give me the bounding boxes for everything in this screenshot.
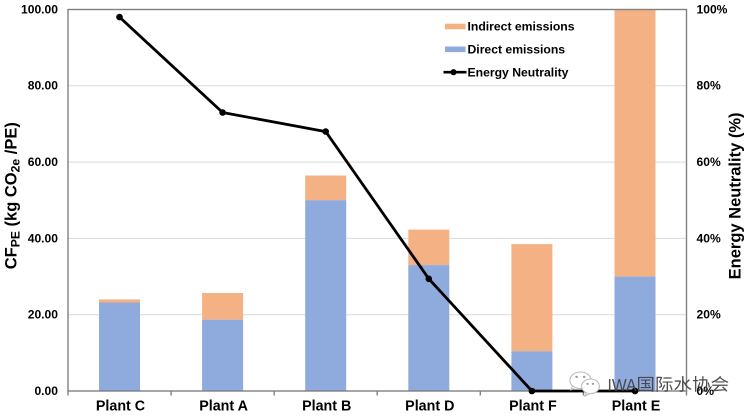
- svg-text:Plant D: Plant D: [405, 399, 454, 415]
- svg-text:Energy Neutrality (%): Energy Neutrality (%): [727, 112, 745, 279]
- svg-text:CFPE (kg CO2e /PE): CFPE (kg CO2e /PE): [3, 122, 23, 269]
- svg-text:Indirect emissions: Indirect emissions: [468, 20, 575, 34]
- svg-text:Energy Neutrality: Energy Neutrality: [468, 65, 569, 79]
- svg-text:100.00: 100.00: [21, 2, 58, 16]
- svg-text:80.00: 80.00: [28, 79, 59, 93]
- svg-text:Plant C: Plant C: [96, 399, 145, 415]
- svg-text:0.00: 0.00: [34, 384, 58, 398]
- svg-text:Plant E: Plant E: [612, 399, 660, 415]
- svg-text:40.00: 40.00: [28, 231, 59, 245]
- svg-text:Direct emissions: Direct emissions: [468, 43, 566, 57]
- svg-text:Plant F: Plant F: [509, 399, 557, 415]
- svg-text:60%: 60%: [697, 155, 721, 169]
- svg-text:40%: 40%: [697, 231, 721, 245]
- svg-text:20.00: 20.00: [28, 308, 59, 322]
- svg-text:Plant A: Plant A: [199, 399, 248, 415]
- svg-text:80%: 80%: [697, 79, 721, 93]
- svg-text:100%: 100%: [697, 2, 728, 16]
- svg-text:IWA: IWA: [608, 375, 637, 395]
- svg-text:20%: 20%: [697, 308, 721, 322]
- svg-text:60.00: 60.00: [28, 155, 59, 169]
- svg-text:Plant B: Plant B: [302, 399, 351, 415]
